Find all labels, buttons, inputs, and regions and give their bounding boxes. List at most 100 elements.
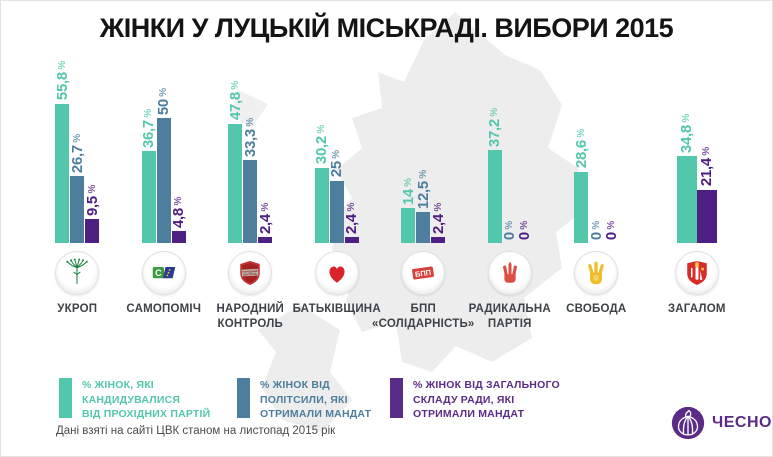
bar-value-label: 0 % (501, 220, 519, 240)
bar-cluster: 55,8 % 26,7 % 9,5 % (34, 58, 121, 243)
bar-column: 30,2 % (313, 125, 331, 243)
party-name-label: БАТЬКІВЩИНА (292, 303, 381, 315)
party-name-label: ЗАГАЛОМ (667, 303, 726, 315)
bar-column: 2,4 % (256, 202, 274, 243)
party-logo-circle (55, 251, 100, 295)
ukrop-dill-icon (66, 258, 88, 285)
samopomich-logo-icon: С (152, 267, 175, 279)
legend-label: % ЖІНОК, ЯКІ КАНДИДУВАЛИСЯ ВІД ПРОХІДНИХ… (82, 379, 211, 421)
legend-label: % ЖІНОК ВІД ЗАГАЛЬНОГО СКЛАДУ РАДИ, ЯКІ … (413, 379, 560, 421)
bar-column: 25 % (328, 150, 346, 243)
bar-column: 4,8 % (170, 197, 187, 243)
bar-value-label: 0 % (587, 220, 605, 240)
bar (314, 167, 329, 243)
bar-value-label: 9,5 % (83, 185, 101, 217)
party-name-label: НАРОДНИЙ КОНТРОЛЬ (216, 303, 285, 330)
party-logo-circle (487, 251, 532, 295)
bar-column: 21,4 % (696, 147, 717, 243)
bar-column: 0 % (602, 220, 620, 243)
bar-value-label: 34,8 % (678, 113, 696, 153)
bar-column: 9,5 % (83, 185, 101, 243)
bar-value-label: 12,5 % (414, 169, 432, 209)
bar-value-label: 37,2 % (486, 107, 504, 147)
bar-value-label: 30,2 % (313, 125, 331, 165)
bar-value-label: 28,6 % (572, 129, 590, 169)
party-group: 55,8 % 26,7 % 9,5 % УКРОП (34, 58, 121, 332)
bar-value-label: 0 % (516, 220, 534, 240)
bpp-solidarnist-badge-icon: БПП (412, 266, 435, 280)
legend-swatch (237, 378, 250, 418)
bar (487, 150, 502, 243)
bar-cluster: 47,8 % 33,3 % 2,4 % (207, 58, 294, 243)
bar-cluster: 28,6 % 0 % 0 % (553, 58, 640, 243)
party-group: 36,7 % 50 % 4,8 % С САМОПОМІЧ (121, 58, 208, 332)
bar-column: 47,8 % (226, 81, 244, 243)
bar (85, 219, 100, 243)
bar-value-label: 47,8 % (226, 81, 244, 121)
bar-column: 33,3 % (241, 117, 259, 243)
bar-column: 37,2 % (486, 107, 504, 243)
bar (431, 237, 446, 243)
bar-cluster: 37,2 % 0 % 0 % (467, 58, 554, 243)
bar (329, 180, 344, 243)
bar-value-label: 26,7 % (68, 134, 86, 174)
bar-value-label: 33,3 % (241, 117, 259, 157)
bar-value-label: 55,8 % (53, 61, 71, 101)
bar (243, 159, 258, 243)
page-title: ЖІНКИ У ЛУЦЬКІЙ МІСЬКРАДІ. ВИБОРИ 2015 (99, 13, 674, 43)
bar-column: 34,8 % (676, 113, 697, 243)
party-logo-circle: НАРОДНИЙ КОНТРОЛЬ (228, 251, 273, 295)
source-note: Дані взяті на сайті ЦВК станом на листоп… (56, 425, 336, 437)
lutsk-coat-of-arms-icon (687, 261, 707, 285)
party-logo-circle (314, 251, 359, 295)
party-logo-circle (574, 251, 619, 295)
party-name-label: РАДИКАЛЬНА ПАРТІЯ (468, 303, 551, 330)
bar (171, 231, 186, 243)
chesno-onion-icon (671, 406, 705, 440)
legend-item-candidates: % ЖІНОК, ЯКІ КАНДИДУВАЛИСЯ ВІД ПРОХІДНИХ… (59, 378, 237, 422)
bar-groups: 55,8 % 26,7 % 9,5 % УКРОП 36,7 % 50 % 4,8 % С СА… (34, 58, 740, 332)
chesno-logo: ЧЕСНО (669, 404, 772, 442)
bar-value-label: 2,4 % (343, 202, 361, 234)
bar-column: 28,6 % (572, 129, 590, 243)
bar (141, 151, 156, 243)
party-name-label: САМОПОМІЧ (126, 303, 202, 315)
bar (258, 237, 273, 243)
bar (344, 237, 359, 243)
party-group: 34,8 % 21,4 % ЗАГАЛОМ (654, 58, 741, 332)
bar-column: 0 % (516, 220, 534, 243)
bar-value-label: 36,7 % (140, 109, 158, 149)
bar-value-label: 2,4 % (429, 202, 447, 234)
bar-value-label: 25 % (328, 150, 346, 178)
bar (228, 123, 243, 243)
legend-swatch (390, 378, 403, 418)
bar (574, 171, 589, 243)
bar-value-label: 2,4 % (256, 202, 274, 234)
party-group: 14 % 12,5 % 2,4 % БПП БПП «СОЛІДАРНІСТЬ» (372, 58, 474, 332)
party-name-label: СВОБОДА (566, 303, 627, 315)
party-group: 37,2 % 0 % 0 % РАДИКАЛЬНА ПАРТІЯ (467, 58, 554, 332)
party-group: 30,2 % 25 % 2,4 % БАТЬКІВЩИНА (293, 58, 381, 332)
party-name-label: УКРОП (57, 303, 98, 315)
bar-column: 0 % (501, 220, 519, 243)
party-logo-circle (674, 251, 719, 295)
party-group: 47,8 % 33,3 % 2,4 % НАРОДНИЙ КОНТРОЛЬ НАРОДНИ… (207, 58, 294, 332)
bar (55, 103, 70, 243)
party-logo-circle: С (141, 251, 186, 295)
bar-column: 26,7 % (68, 134, 86, 243)
brand-label: ЧЕСНО (712, 414, 772, 431)
svg-text:БПП: БПП (415, 268, 432, 279)
bar (676, 156, 697, 243)
bar-column: 2,4 % (429, 202, 447, 243)
svg-text:С: С (155, 268, 162, 278)
bar-value-label: 0 % (602, 220, 620, 240)
bar-value-label: 21,4 % (698, 147, 716, 187)
bar-column: 0 % (587, 220, 605, 243)
bar-column: 2,4 % (343, 202, 361, 243)
svg-text:НАРОДНИЙ: НАРОДНИЙ (243, 269, 258, 274)
legend-item-mandates-of-council: % ЖІНОК ВІД ЗАГАЛЬНОГО СКЛАДУ РАДИ, ЯКІ … (390, 378, 590, 422)
legend-label: % ЖІНОК ВІД ПОЛІТСИЛИ, ЯКІ ОТРИМАЛИ МАНД… (260, 379, 372, 421)
radykalna-partiya-trident-icon (502, 261, 517, 283)
